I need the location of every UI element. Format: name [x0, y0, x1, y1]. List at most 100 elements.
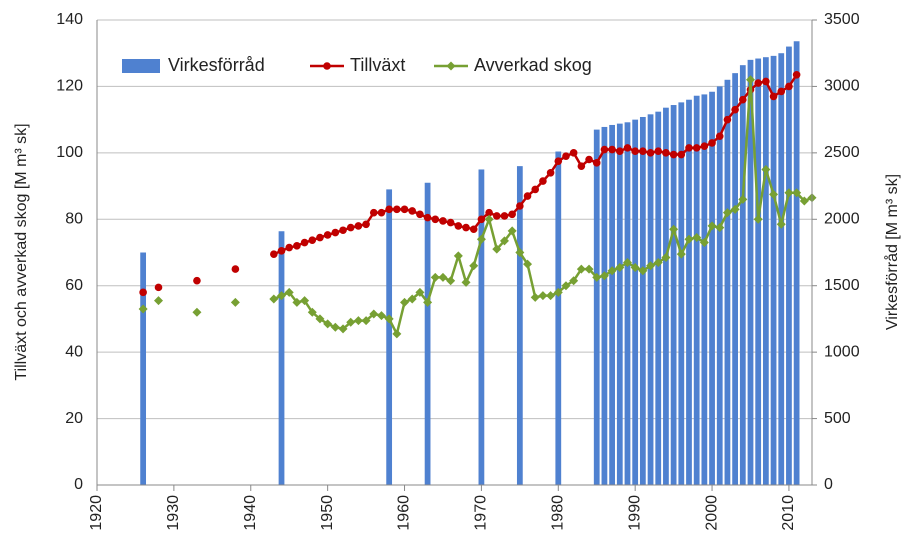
- marker: [777, 87, 786, 96]
- x-tick-label: 1980: [550, 495, 567, 531]
- bar: [632, 119, 639, 486]
- marker: [623, 144, 632, 152]
- marker: [300, 296, 310, 306]
- x-tick-label: 1920: [88, 495, 105, 531]
- marker: [599, 271, 609, 281]
- marker: [539, 177, 547, 185]
- marker: [715, 223, 725, 233]
- marker: [554, 157, 563, 165]
- bar: [555, 151, 562, 485]
- marker: [499, 236, 509, 246]
- marker: [292, 297, 302, 307]
- marker: [454, 222, 463, 230]
- marker: [277, 247, 286, 255]
- y-tick-label: 140: [56, 11, 83, 28]
- bar: [609, 124, 615, 485]
- marker: [346, 223, 355, 232]
- y2-tick-label: 1000: [824, 343, 860, 360]
- x-tick-label: 1950: [319, 495, 336, 531]
- marker: [592, 159, 601, 167]
- marker: [569, 276, 579, 286]
- marker: [738, 194, 748, 204]
- marker: [615, 147, 624, 155]
- bar: [762, 57, 769, 485]
- marker: [638, 266, 648, 276]
- bar: [278, 231, 285, 485]
- marker: [715, 132, 724, 141]
- bar: [655, 111, 662, 486]
- marker: [516, 202, 524, 210]
- marker: [438, 272, 448, 282]
- marker: [485, 208, 493, 217]
- x-tick-label: 1970: [473, 495, 490, 531]
- bar: [786, 46, 792, 485]
- marker: [523, 192, 532, 200]
- marker: [476, 234, 486, 244]
- bar: [616, 123, 623, 485]
- y-tick-label: 0: [74, 476, 83, 493]
- marker: [699, 238, 709, 248]
- y2-tick-label: 500: [824, 410, 851, 427]
- marker: [685, 144, 693, 152]
- marker: [361, 316, 371, 326]
- marker: [469, 225, 478, 234]
- marker: [362, 220, 370, 229]
- marker: [792, 188, 802, 198]
- bar: [770, 55, 777, 485]
- marker: [730, 204, 740, 214]
- marker: [416, 210, 424, 219]
- legend-swatch: [122, 59, 160, 73]
- marker: [769, 189, 779, 199]
- marker: [646, 149, 655, 157]
- marker: [722, 208, 732, 218]
- marker: [523, 259, 533, 269]
- marker: [708, 139, 716, 147]
- marker: [192, 307, 202, 317]
- marker: [731, 105, 739, 114]
- marker: [492, 212, 501, 220]
- bar: [647, 114, 654, 485]
- marker: [323, 319, 333, 329]
- marker: [369, 309, 379, 319]
- marker: [530, 292, 540, 302]
- marker: [585, 155, 593, 164]
- x-tick-label: 1960: [396, 495, 413, 531]
- marker: [300, 238, 309, 247]
- marker: [761, 164, 771, 174]
- marker: [546, 291, 556, 301]
- bar: [778, 53, 785, 485]
- marker: [338, 324, 348, 334]
- legend-marker: [323, 62, 331, 70]
- bar: [739, 65, 746, 486]
- bar: [693, 95, 700, 485]
- bar: [670, 105, 677, 486]
- marker: [754, 79, 762, 87]
- y2-axis-label: Virkesförråd [M m³ sk]: [883, 174, 901, 330]
- marker: [669, 150, 678, 159]
- marker: [692, 144, 701, 152]
- marker: [492, 244, 502, 254]
- marker: [500, 212, 509, 220]
- marker: [745, 75, 755, 85]
- marker: [753, 214, 763, 224]
- marker: [469, 261, 479, 271]
- y-tick-label: 40: [65, 343, 83, 360]
- marker: [569, 149, 578, 157]
- marker: [477, 215, 486, 224]
- marker: [384, 314, 394, 324]
- marker: [769, 92, 778, 101]
- bar: [686, 99, 692, 485]
- marker: [369, 208, 378, 217]
- y2-tick-label: 2500: [824, 144, 860, 161]
- y2-tick-label: 0: [824, 476, 833, 493]
- y-tick-label: 80: [65, 211, 83, 228]
- marker: [661, 252, 671, 262]
- marker: [538, 291, 548, 301]
- marker: [354, 222, 363, 230]
- y-tick-label: 20: [65, 410, 83, 427]
- marker: [439, 217, 447, 225]
- marker: [684, 234, 694, 244]
- marker: [553, 287, 563, 297]
- marker: [446, 218, 455, 227]
- marker: [515, 248, 525, 257]
